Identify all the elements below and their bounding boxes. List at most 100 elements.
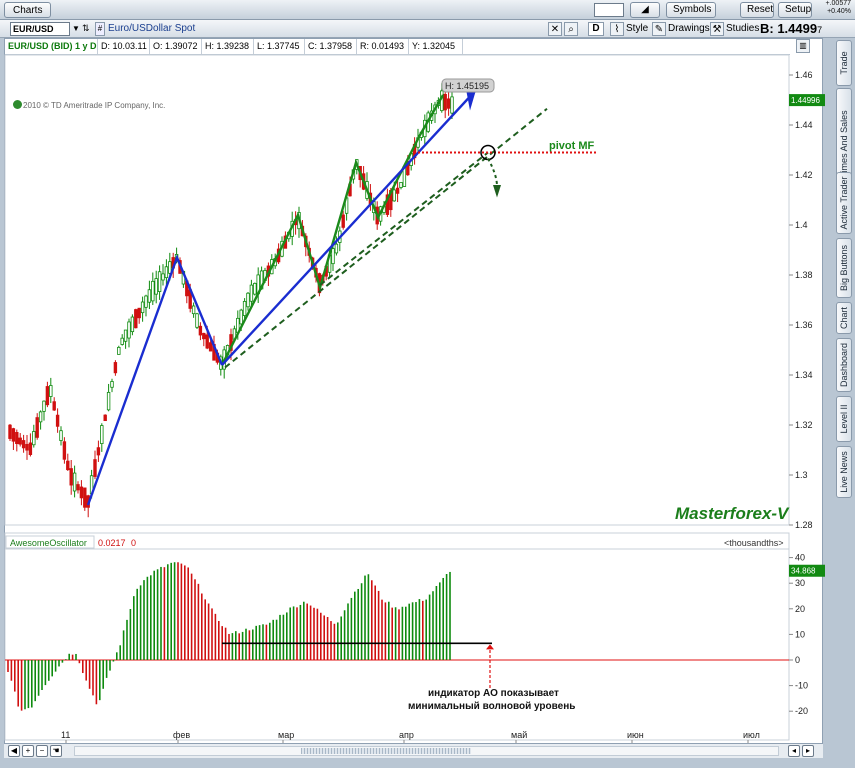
right-tab-big-buttons[interactable]: Big Buttons	[836, 238, 852, 298]
candle-body	[195, 313, 199, 328]
candle-body	[130, 316, 135, 333]
oscillator-header	[5, 535, 95, 549]
candle-body	[35, 417, 39, 438]
chart-scrollbar[interactable]	[74, 746, 779, 756]
candles-group	[8, 83, 454, 518]
drawings-button[interactable]: Drawings	[668, 23, 710, 34]
symbols-button[interactable]: Symbols	[666, 2, 716, 18]
right-tab-label: Dashboard	[839, 342, 849, 388]
candle-body	[198, 325, 203, 336]
symbol-dropdown-icon[interactable]: ▼	[72, 24, 80, 33]
right-tab-label: Big Buttons	[839, 244, 849, 292]
candle-body	[62, 441, 67, 460]
right-tab-label: Active Trader	[839, 176, 849, 230]
drawings-icon[interactable]: ✎	[652, 22, 666, 36]
zoom-out-icon[interactable]: −	[36, 745, 48, 757]
candle-body	[151, 280, 155, 302]
studies-button[interactable]: Studies	[726, 23, 760, 34]
reset-button[interactable]: Reset	[740, 2, 774, 18]
period-button[interactable]: D	[588, 22, 604, 36]
oscillator-plot-frame	[4, 532, 790, 741]
price-axis-label: 1.3	[795, 470, 808, 480]
style-icon[interactable]: ⌇	[610, 22, 624, 36]
right-tab-chart[interactable]: Chart	[836, 302, 852, 334]
candle-body	[134, 309, 138, 329]
tab-charts[interactable]: Charts	[4, 2, 52, 18]
price-axis-label: 1.4	[795, 220, 808, 230]
candle-body	[25, 443, 29, 451]
right-tab-dashboard[interactable]: Dashboard	[836, 338, 852, 392]
setup-button[interactable]: Setup	[778, 2, 812, 18]
ao-note-line-1: индикатор АО показывает	[428, 688, 559, 699]
symbol-description: Euro/USDollar Spot	[108, 23, 196, 34]
style-button[interactable]: Style	[626, 23, 649, 34]
right-tab-live-news[interactable]: Live News	[836, 446, 852, 498]
candle-body	[55, 414, 60, 427]
scroll-left-icon[interactable]: ◂	[788, 745, 800, 757]
symbol-input[interactable]: EUR/USD	[10, 22, 70, 36]
trend-line-main	[221, 89, 477, 366]
right-tab-label: Trade	[839, 51, 849, 75]
time-axis-label: фев	[173, 730, 190, 740]
candle-body	[11, 428, 16, 442]
title-search-box[interactable]	[594, 3, 624, 17]
bid-price: B: 1.44997	[760, 21, 822, 38]
right-tab-level-ii[interactable]: Level II	[836, 396, 852, 442]
candle-body	[32, 431, 36, 446]
zoom-in-icon[interactable]: +	[22, 745, 34, 757]
price-axis-label: 1.28	[795, 520, 813, 530]
info-low: L: 1.37745	[254, 39, 305, 54]
candle-body	[202, 332, 206, 340]
candle-body	[69, 468, 73, 486]
scroll-right-icon[interactable]: ▸	[802, 745, 814, 757]
candle-body	[249, 284, 254, 302]
info-close: C: 1.37958	[305, 39, 357, 54]
zoom-icon[interactable]: ⌕	[564, 22, 578, 36]
candle-body	[385, 194, 390, 215]
right-tab-active-trader[interactable]: Active Trader	[836, 172, 852, 234]
chart-mode-icon[interactable]: ◢	[630, 2, 660, 18]
title-bar: Charts ◢ Symbols Reset Setup +.00577 +0.…	[0, 0, 855, 20]
current-price-badge	[789, 94, 825, 107]
candle-body	[103, 414, 107, 422]
oscillator-value: 0.0217	[98, 538, 126, 548]
oscillator-axis-label: -10	[795, 681, 808, 691]
candle-body	[38, 411, 43, 423]
candle-body	[205, 334, 209, 349]
candle-body	[161, 273, 165, 281]
info-range: R: 0.01493	[357, 39, 409, 54]
candle-body	[45, 386, 50, 406]
candle-body	[49, 385, 53, 397]
symbol-link-icon[interactable]: #	[95, 22, 105, 36]
oscillator-current-badge	[789, 564, 825, 577]
chart-scrollbar-thumb[interactable]	[301, 748, 471, 754]
candle-body	[18, 437, 22, 445]
chart-title[interactable]: EUR/USD (BID) 1 y D	[5, 39, 98, 54]
crosshair-icon[interactable]: ✕	[548, 22, 562, 36]
candle-body	[76, 484, 80, 491]
watermark-text: Masterforex-V	[675, 504, 790, 523]
symbol-lookup-icon[interactable]: ⇅	[82, 23, 90, 33]
candle-body	[110, 381, 114, 388]
oscillator-zero: 0	[131, 538, 136, 548]
right-tab-strip: Trade Times And Sales Active Trader Big But…	[834, 38, 854, 758]
hand-tool-icon[interactable]: ☚	[50, 745, 62, 757]
candle-body	[395, 187, 400, 194]
pan-left-icon[interactable]: ◀	[8, 745, 20, 757]
candle-body	[117, 346, 121, 355]
studies-icon[interactable]: ⚒	[710, 22, 724, 36]
candle-body	[246, 292, 250, 308]
channel-line-lower	[319, 151, 489, 286]
pivot-arrow-head	[493, 185, 501, 198]
chart-bottom-toolbar: ◀ + − ☚ ◂ ▸	[4, 743, 823, 758]
candle-body	[52, 401, 56, 411]
info-open: O: 1.39072	[150, 39, 202, 54]
chart-settings-icon[interactable]: ▥	[796, 39, 810, 53]
candle-body	[334, 243, 339, 254]
pivot-arrow-curve	[487, 158, 498, 187]
right-tab-trade[interactable]: Trade	[836, 40, 852, 86]
candle-body	[242, 301, 247, 316]
candle-body	[100, 425, 104, 445]
oscillator-name: AwesomeOscillator	[10, 538, 87, 548]
bid-price-value: B: 1.4499	[760, 21, 818, 36]
